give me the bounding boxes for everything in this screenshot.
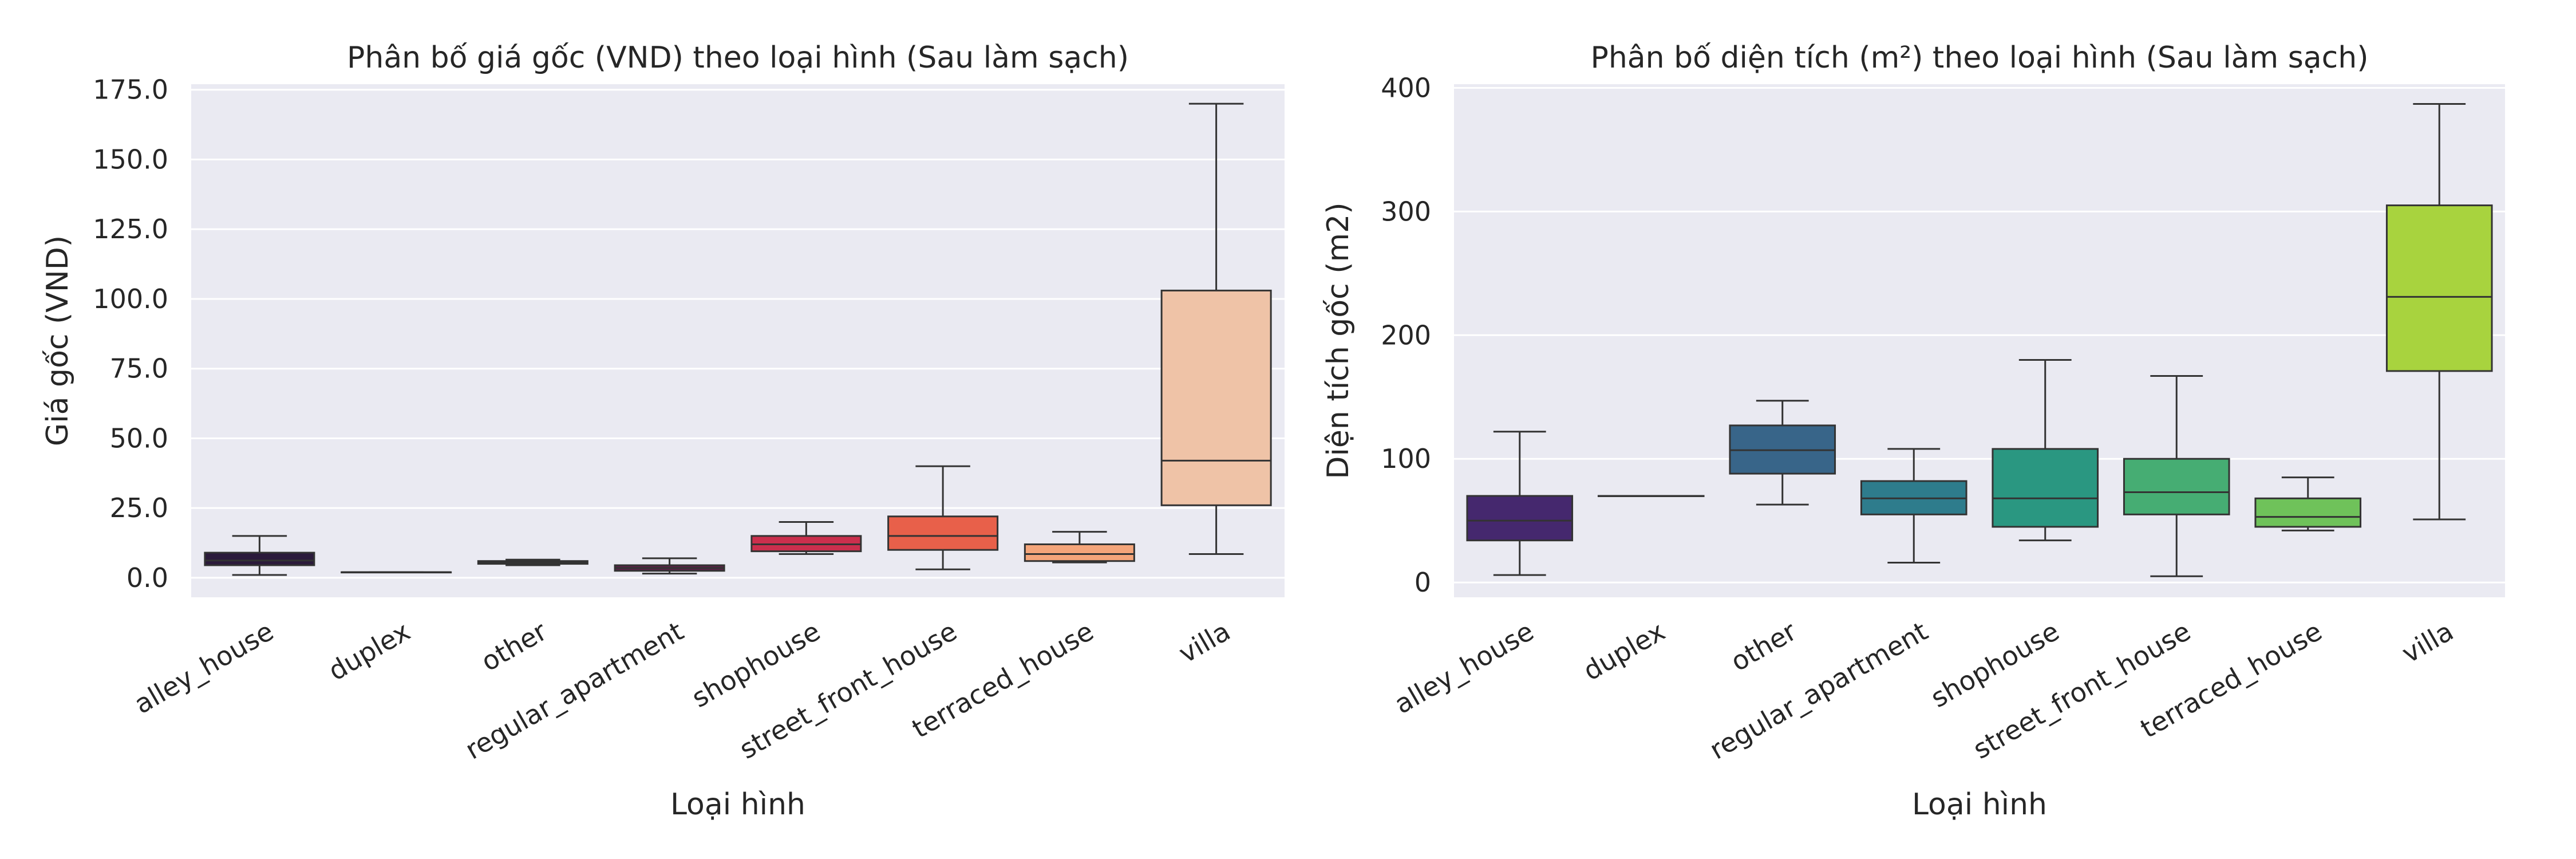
y-tick-label: 50.0 <box>110 423 168 454</box>
box-street_front_house <box>2123 375 2230 577</box>
plot-area <box>191 84 1285 597</box>
y-tick-label: 25.0 <box>110 492 168 523</box>
y-tick-label: 75.0 <box>110 353 168 384</box>
box-iqr <box>2254 497 2362 528</box>
y-tick-label: 200 <box>1381 320 1431 350</box>
x-tick-label: villa <box>2397 616 2459 669</box>
chart-title: Phân bố giá gốc (VND) theo loại hình (Sa… <box>347 41 1129 75</box>
y-tick-label: 100 <box>1381 443 1431 474</box>
y-tick-label: 400 <box>1381 72 1431 103</box>
x-tick-label: alley_house <box>1389 616 1539 720</box>
box-iqr <box>204 551 315 566</box>
x-tick-label: alley_house <box>129 616 279 720</box>
box-terraced_house <box>1024 531 1135 564</box>
box-other <box>477 558 588 566</box>
y-axis-label: Giá gốc (VND) <box>41 235 75 446</box>
area-chart: 0 100 200 300 400 alley_house duplex otherregul… <box>1321 41 2505 822</box>
x-tick-label: other <box>1725 616 1801 677</box>
y-tick-label: 0 <box>1415 567 1431 598</box>
x-tick-label: duplex <box>323 616 415 687</box>
box-alley_house <box>1466 431 1574 576</box>
box-regular_apartment <box>1860 448 1967 564</box>
box-villa <box>1160 103 1272 555</box>
x-tick-label: street_front_house <box>734 616 962 765</box>
box-iqr <box>2385 204 2493 372</box>
x-tick-label: street_front_house <box>1967 616 2195 765</box>
price-chart: 0.0 25.0 50.0 75.0 100.0 125.0 150.0 175.0 alley… <box>41 41 1285 822</box>
box-terraced_house <box>2254 476 2362 531</box>
box-iqr <box>1466 495 1574 542</box>
box-alley_house <box>204 535 315 576</box>
x-tick-label: other <box>476 616 552 677</box>
box-iqr <box>2123 458 2230 515</box>
x-tick-label: duplex <box>1578 616 1670 687</box>
box-other <box>1729 400 1836 506</box>
x-tick-label: regular_apartment <box>460 616 689 766</box>
box-duplex <box>341 571 452 574</box>
box-regular_apartment <box>614 557 725 575</box>
box-iqr <box>1024 543 1135 562</box>
y-tick-label: 0.0 <box>127 562 168 593</box>
box-duplex <box>1597 495 1705 497</box>
box-iqr <box>1160 289 1272 506</box>
x-axis-label: Loại hình <box>1912 787 2047 822</box>
x-tick-label: regular_apartment <box>1704 616 1933 766</box>
y-tick-label: 100.0 <box>93 283 168 314</box>
y-axis-label: Diện tích gốc (m2) <box>1321 202 1356 479</box>
y-tick-label: 300 <box>1381 196 1431 227</box>
y-tick-label: 125.0 <box>93 214 168 245</box>
y-tick-label: 150.0 <box>93 144 168 175</box>
box-street_front_house <box>887 465 999 570</box>
x-tick-label: villa <box>1174 616 1235 669</box>
box-shophouse <box>1992 358 2099 542</box>
box-iqr <box>1992 448 2099 528</box>
box-iqr <box>887 515 999 551</box>
y-tick-label: 175.0 <box>93 74 168 105</box>
box-villa <box>2385 103 2493 521</box>
box-shophouse <box>750 521 862 555</box>
chart-title: Phân bố diện tích (m²) theo loại hình (S… <box>1590 41 2368 75</box>
x-axis-label: Loại hình <box>670 787 805 822</box>
